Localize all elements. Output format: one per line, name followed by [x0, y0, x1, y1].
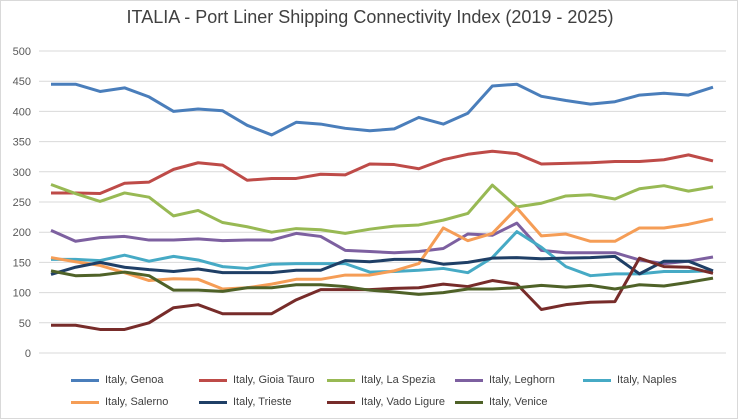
series-line-italy-trieste: [50, 254, 714, 276]
y-tick-label: 50: [19, 318, 31, 330]
legend-label: Italy, La Spezia: [361, 374, 436, 386]
series-line-italy-venice: [50, 269, 714, 296]
legend-swatch: [327, 378, 355, 382]
y-tick-label: 0: [25, 348, 31, 360]
legend-item: Italy, Salerno: [71, 391, 199, 413]
series-line-italy-leghorn: [50, 221, 714, 266]
legend-swatch: [327, 400, 355, 404]
series-line-italy-salerno: [50, 206, 714, 291]
y-tick-label: 150: [13, 257, 31, 269]
legend-swatch: [71, 378, 99, 382]
legend-label: Italy, Naples: [617, 374, 677, 386]
series-line-italy-gioia-tauro: [51, 149, 714, 196]
legend-label: Italy, Gioia Tauro: [233, 374, 315, 386]
series-line-italy-vado-ligure: [51, 256, 714, 331]
legend-label: Italy, Salerno: [105, 396, 169, 408]
legend-swatch: [199, 400, 227, 404]
y-tick-label: 300: [13, 167, 31, 179]
series-line-italy-genoa: [51, 82, 714, 137]
chart-title: ITALIA - Port Liner Shipping Connectivit…: [126, 7, 614, 27]
legend-swatch: [455, 378, 483, 382]
legend-item: Italy, Gioia Tauro: [199, 369, 327, 391]
y-tick-label: 100: [13, 288, 31, 300]
legend-item: Italy, Venice: [455, 391, 583, 413]
legend-item: Italy, La Spezia: [327, 369, 455, 391]
legend-item: Italy, Leghorn: [455, 369, 583, 391]
legend-label: Italy, Genoa: [105, 374, 164, 386]
legend-label: Italy, Trieste: [233, 396, 292, 408]
y-tick-label: 450: [13, 76, 31, 88]
legend-item: Italy, Trieste: [199, 391, 327, 413]
y-tick-label: 500: [13, 46, 31, 58]
legend-swatch: [199, 378, 227, 382]
legend-item: Italy, Genoa: [71, 369, 199, 391]
y-tick-label: 350: [13, 137, 31, 149]
y-tick-label: 250: [13, 197, 31, 209]
y-tick-label: 200: [13, 227, 31, 239]
legend-item: Italy, Vado Ligure: [327, 391, 455, 413]
legend-swatch: [71, 400, 99, 404]
legend-label: Italy, Leghorn: [489, 374, 555, 386]
legend-label: Italy, Vado Ligure: [361, 396, 445, 408]
legend-swatch: [455, 400, 483, 404]
series-line-italy-la-spezia: [50, 183, 714, 235]
legend-swatch: [583, 378, 611, 382]
legend-label: Italy, Venice: [489, 396, 548, 408]
legend-item: Italy, Naples: [583, 369, 711, 391]
legend: Italy, Genoa Italy, Gioia Tauro Italy, La …: [71, 369, 711, 413]
y-tick-label: 400: [13, 106, 31, 118]
